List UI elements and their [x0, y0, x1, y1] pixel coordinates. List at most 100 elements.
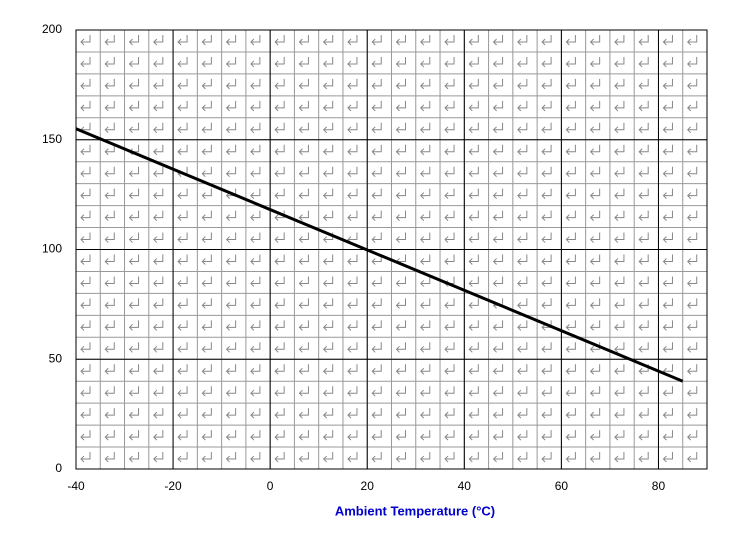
x-axis-label: Ambient Temperature (°C) [335, 503, 495, 518]
paragraph-mark [153, 122, 164, 134]
paragraph-mark [395, 144, 406, 156]
paragraph-mark [177, 408, 188, 419]
paragraph-mark [274, 364, 285, 375]
paragraph-mark [153, 298, 164, 309]
paragraph-mark [274, 210, 285, 221]
paragraph-mark [638, 122, 649, 134]
paragraph-mark [444, 56, 455, 68]
paragraph-mark [662, 122, 673, 134]
paragraph-mark [541, 408, 552, 419]
paragraph-mark [468, 364, 479, 375]
paragraph-mark [420, 408, 431, 419]
paragraph-mark [589, 320, 601, 331]
paragraph-mark [322, 254, 334, 265]
paragraph-mark [468, 320, 479, 331]
paragraph-mark [80, 320, 91, 331]
paragraph-mark [662, 35, 673, 46]
paragraph-mark [614, 386, 625, 397]
paragraph-mark [589, 254, 601, 265]
paragraph-mark [322, 56, 334, 68]
paragraph-mark [347, 364, 358, 375]
paragraph-mark [80, 430, 91, 441]
paragraph-mark [177, 430, 188, 441]
paragraph-mark [687, 166, 698, 178]
paragraph-mark [395, 298, 406, 309]
paragraph-mark [565, 100, 576, 112]
paragraph-mark [468, 78, 479, 90]
paragraph-mark [687, 210, 698, 221]
paragraph-mark [420, 35, 431, 46]
paragraph-mark [371, 298, 382, 309]
paragraph-mark [153, 254, 164, 265]
paragraph-mark [614, 254, 625, 265]
paragraph-mark [687, 408, 698, 419]
paragraph-mark [250, 210, 261, 221]
paragraph-mark [80, 298, 91, 309]
paragraph-mark [225, 298, 237, 309]
paragraph-mark [225, 35, 237, 46]
paragraph-mark [589, 144, 601, 156]
paragraph-mark [468, 166, 479, 178]
paragraph-mark [250, 386, 261, 397]
paragraph-mark [371, 35, 382, 46]
paragraph-mark [517, 56, 528, 68]
paragraph-mark [687, 78, 698, 90]
paragraph-mark [371, 166, 382, 178]
paragraph-mark [128, 342, 140, 353]
paragraph-mark [395, 430, 406, 441]
paragraph-mark [517, 78, 528, 90]
paragraph-mark [638, 56, 649, 68]
paragraph-mark [274, 408, 285, 419]
paragraph-mark [347, 452, 358, 463]
paragraph-mark [104, 232, 115, 243]
paragraph-mark [298, 166, 309, 178]
paragraph-mark [468, 408, 479, 419]
paragraph-mark [565, 78, 576, 90]
paragraph-mark [371, 430, 382, 441]
paragraph-mark [589, 188, 601, 200]
paragraph-mark [541, 210, 552, 221]
paragraph-mark [517, 342, 528, 353]
paragraph-mark [420, 386, 431, 397]
paragraph-mark [128, 188, 140, 200]
paragraph-mark [638, 78, 649, 90]
paragraph-mark [128, 100, 140, 112]
paragraph-mark [250, 144, 261, 156]
paragraph-mark [589, 276, 601, 287]
paragraph-mark [492, 35, 504, 46]
paragraph-mark [395, 78, 406, 90]
paragraph-mark [225, 320, 237, 331]
paragraph-mark [565, 232, 576, 243]
paragraph-mark [104, 386, 115, 397]
paragraph-mark [517, 122, 528, 134]
paragraph-mark [492, 122, 504, 134]
paragraph-mark [347, 298, 358, 309]
paragraph-mark [371, 364, 382, 375]
paragraph-mark [298, 386, 309, 397]
paragraph-mark [347, 320, 358, 331]
paragraph-mark [347, 166, 358, 178]
paragraph-mark [177, 276, 188, 287]
paragraph-mark [614, 188, 625, 200]
paragraph-mark [177, 254, 188, 265]
paragraph-mark [492, 452, 504, 463]
paragraph-mark [517, 430, 528, 441]
paragraph-mark [371, 122, 382, 134]
paragraph-mark [468, 188, 479, 200]
paragraph-mark [565, 254, 576, 265]
paragraph-mark [128, 35, 140, 46]
paragraph-mark [444, 320, 455, 331]
x-tick-label: 0 [267, 479, 274, 493]
paragraph-mark [225, 364, 237, 375]
paragraph-mark [104, 56, 115, 68]
paragraph-mark [565, 276, 576, 287]
paragraph-mark [274, 100, 285, 112]
paragraph-mark [541, 78, 552, 90]
paragraph-mark [250, 320, 261, 331]
paragraph-mark [371, 320, 382, 331]
paragraph-mark [420, 100, 431, 112]
paragraph-mark [420, 430, 431, 441]
paragraph-mark [371, 342, 382, 353]
paragraph-mark [177, 320, 188, 331]
paragraph-mark [371, 210, 382, 221]
